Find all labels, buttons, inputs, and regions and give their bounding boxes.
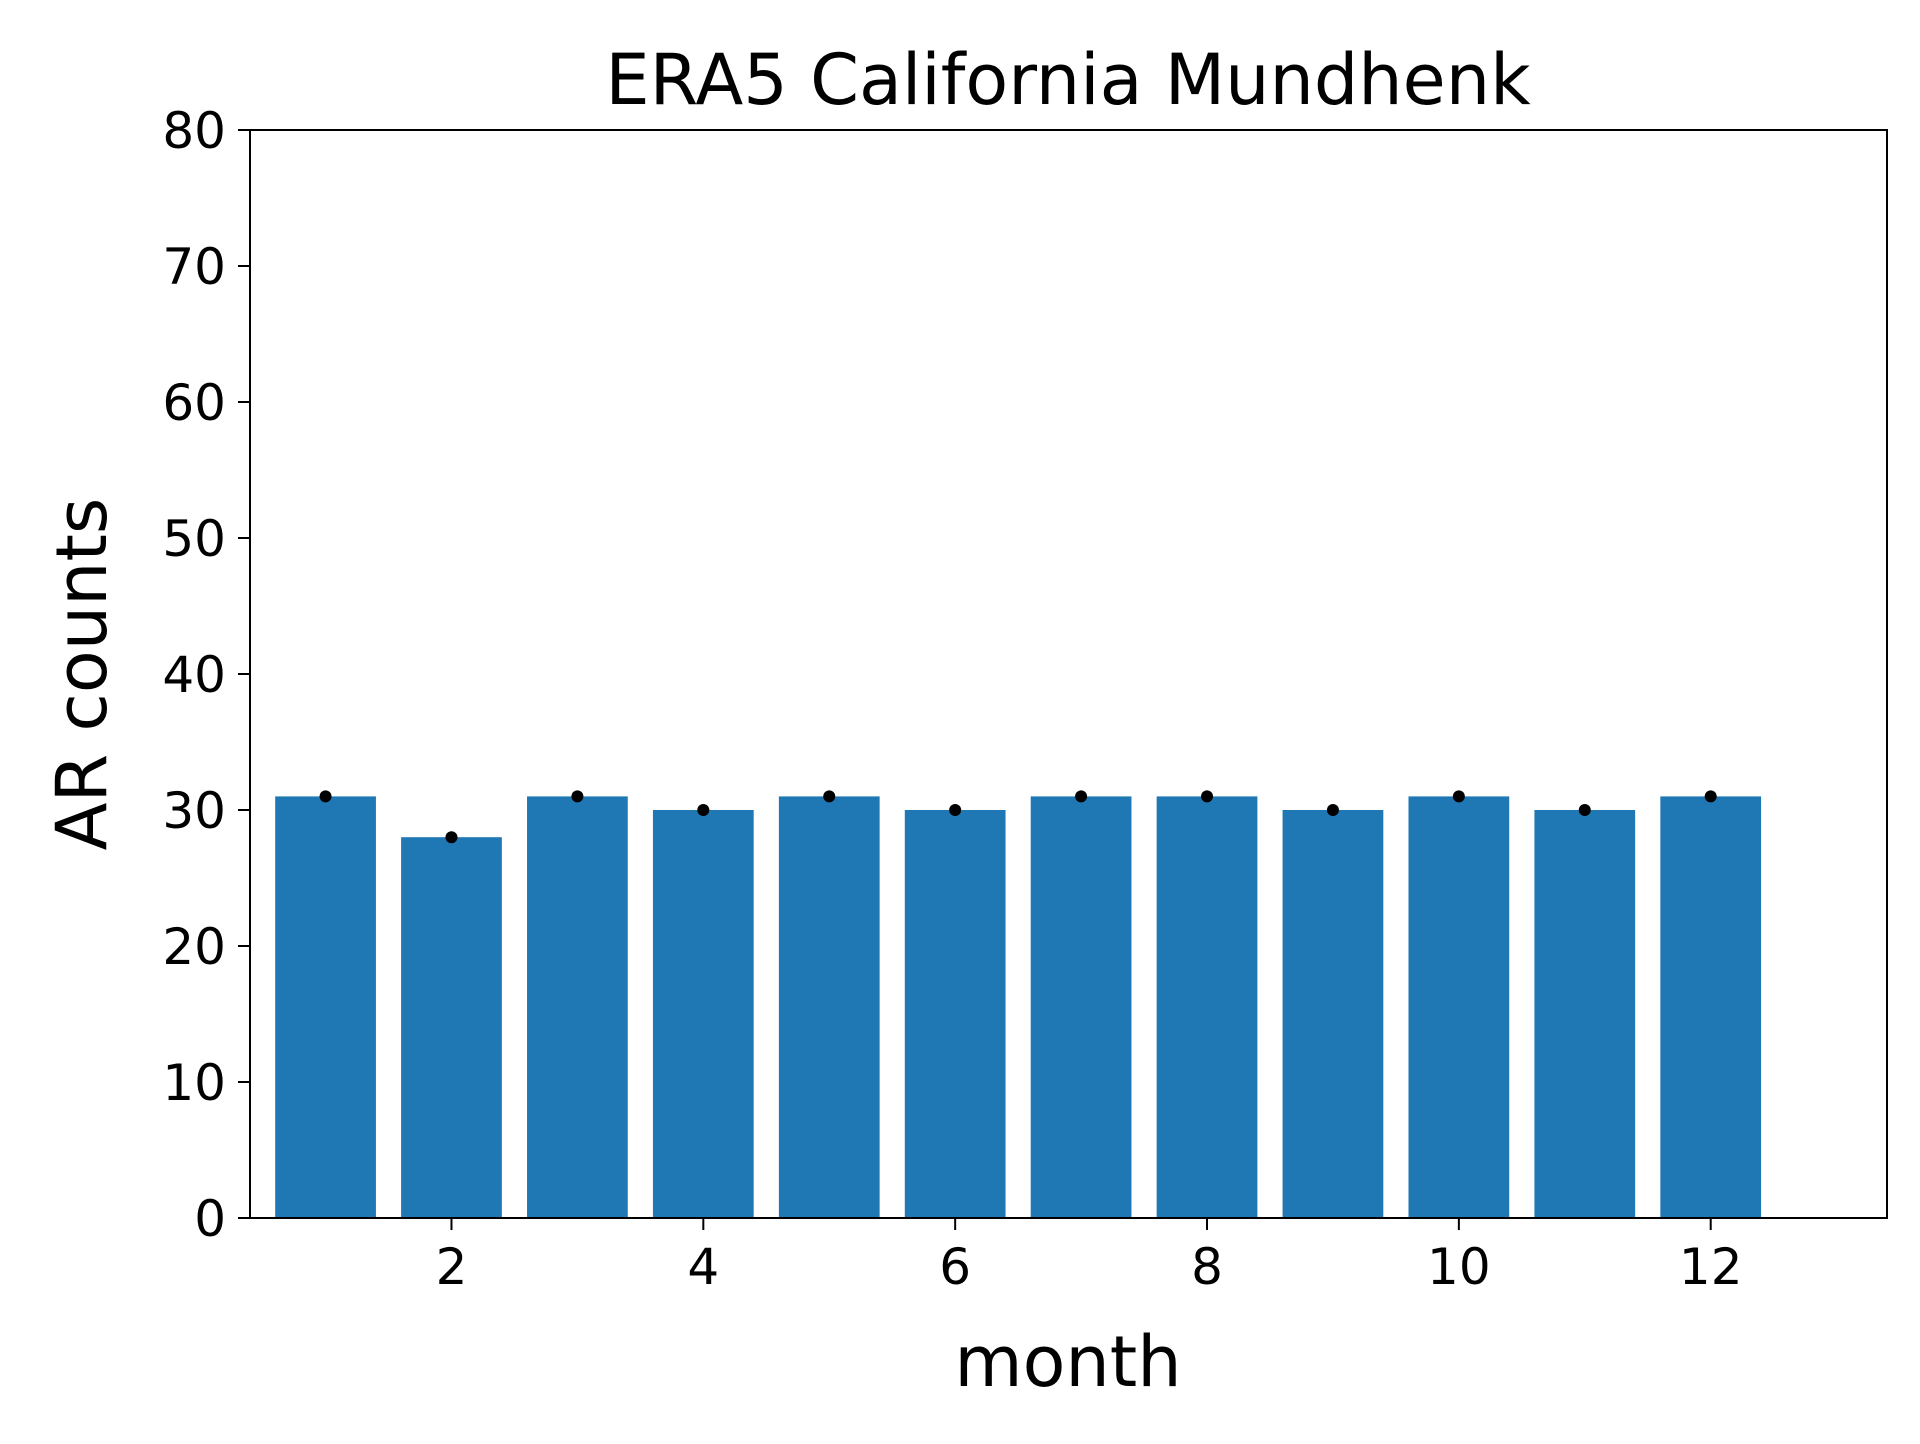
bar-month-10 <box>1408 796 1509 1218</box>
x-tick-label: 12 <box>1679 1238 1743 1296</box>
marker-month-4 <box>697 804 709 816</box>
x-tick-label: 4 <box>687 1238 719 1296</box>
bar-month-4 <box>653 810 754 1218</box>
x-axis-label: month <box>954 1321 1181 1403</box>
bar-month-2 <box>401 837 502 1218</box>
marker-month-11 <box>1579 804 1591 816</box>
marker-month-5 <box>823 790 835 802</box>
y-axis-label: AR counts <box>41 498 123 851</box>
chart-title: ERA5 California Mundhenk <box>605 39 1531 121</box>
y-tick-label: 0 <box>194 1190 226 1248</box>
x-tick-label: 6 <box>939 1238 971 1296</box>
y-axis: 0 10 20 30 40 50 60 70 80 <box>162 102 250 1248</box>
bars-layer <box>275 796 1761 1218</box>
marker-month-1 <box>320 790 332 802</box>
y-tick-label: 30 <box>162 782 226 840</box>
y-tick-label: 70 <box>162 238 226 296</box>
x-tick-label: 2 <box>436 1238 468 1296</box>
x-tick-label: 8 <box>1191 1238 1223 1296</box>
bar-month-1 <box>275 796 376 1218</box>
marker-month-6 <box>949 804 961 816</box>
marker-month-2 <box>445 831 457 843</box>
marker-month-7 <box>1075 790 1087 802</box>
x-tick-label: 10 <box>1427 1238 1491 1296</box>
y-tick-label: 80 <box>162 102 226 160</box>
marker-month-8 <box>1201 790 1213 802</box>
bar-month-12 <box>1660 796 1761 1218</box>
y-tick-label: 50 <box>162 510 226 568</box>
bar-month-6 <box>905 810 1006 1218</box>
y-tick-label: 60 <box>162 374 226 432</box>
x-axis: 2 4 6 8 10 12 <box>436 1218 1743 1296</box>
marker-month-12 <box>1705 790 1717 802</box>
marker-month-3 <box>571 790 583 802</box>
bar-month-9 <box>1283 810 1384 1218</box>
bar-month-11 <box>1534 810 1635 1218</box>
bar-month-7 <box>1031 796 1132 1218</box>
marker-month-9 <box>1327 804 1339 816</box>
marker-month-10 <box>1453 790 1465 802</box>
y-tick-label: 10 <box>162 1054 226 1112</box>
y-tick-label: 40 <box>162 646 226 704</box>
y-tick-label: 20 <box>162 918 226 976</box>
bar-month-5 <box>779 796 880 1218</box>
bar-month-3 <box>527 796 628 1218</box>
bar-month-8 <box>1157 796 1258 1218</box>
